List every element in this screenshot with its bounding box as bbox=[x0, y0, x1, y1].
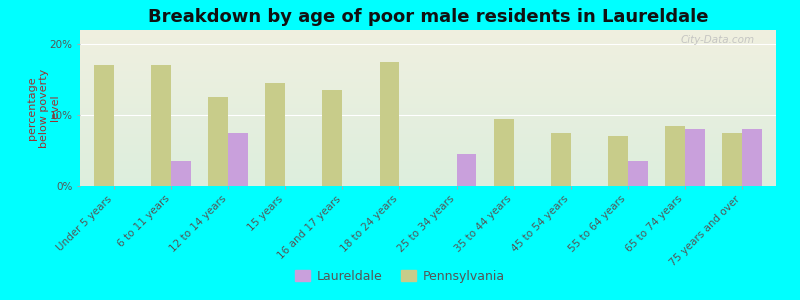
Bar bbox=[228, 133, 248, 186]
Bar bbox=[494, 118, 514, 186]
Bar bbox=[608, 136, 628, 186]
Bar bbox=[665, 126, 685, 186]
Bar bbox=[628, 161, 648, 186]
Bar bbox=[171, 161, 191, 186]
Bar bbox=[742, 129, 762, 186]
Text: City-Data.com: City-Data.com bbox=[681, 35, 755, 45]
Bar bbox=[550, 133, 570, 186]
Title: Breakdown by age of poor male residents in Laureldale: Breakdown by age of poor male residents … bbox=[148, 8, 708, 26]
Bar bbox=[685, 129, 705, 186]
Bar bbox=[322, 90, 342, 186]
Bar bbox=[379, 62, 399, 186]
Bar bbox=[722, 133, 742, 186]
Bar bbox=[94, 65, 114, 186]
Bar bbox=[151, 65, 171, 186]
Bar bbox=[208, 98, 228, 186]
Bar bbox=[266, 83, 286, 186]
Legend: Laureldale, Pennsylvania: Laureldale, Pennsylvania bbox=[290, 265, 510, 288]
Bar bbox=[457, 154, 477, 186]
Y-axis label: percentage
below poverty
level: percentage below poverty level bbox=[27, 68, 61, 148]
